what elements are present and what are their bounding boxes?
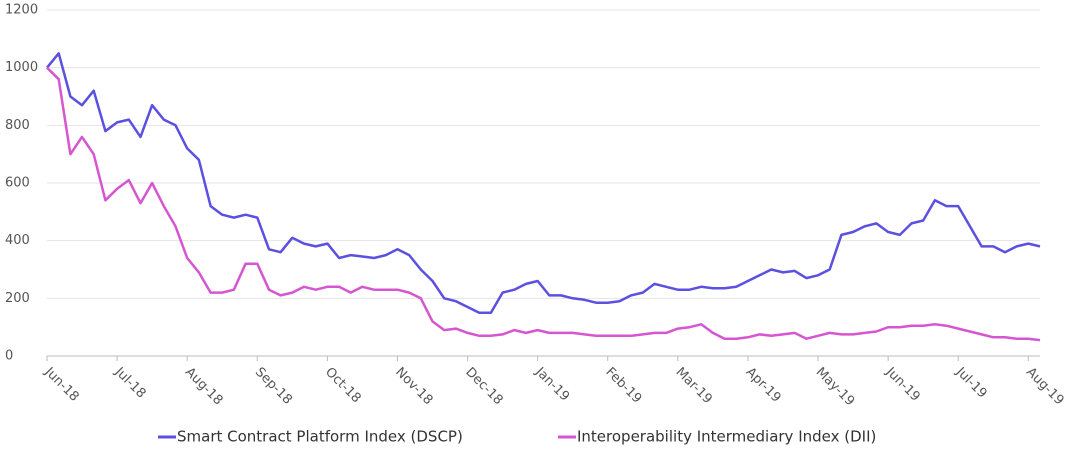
x-tick-label: Oct-18: [322, 365, 364, 407]
y-tick-label: 600: [5, 176, 30, 191]
series-line: [46, 66, 1041, 342]
y-tick-label: 0: [5, 349, 13, 364]
y-tick-label: 1000: [5, 60, 38, 75]
x-tick-label: Jul-19: [952, 364, 989, 401]
series-line: [46, 52, 1041, 315]
x-tick-label: Sep-18: [252, 365, 295, 408]
x-tick-label: Nov-18: [392, 365, 435, 408]
x-tick-label: Jan-19: [532, 364, 573, 405]
y-tick-label: 400: [5, 233, 30, 248]
y-tick-label: 1200: [5, 3, 38, 18]
x-tick-label: Aug-18: [182, 365, 226, 409]
x-tick-label: Jun-19: [882, 364, 923, 405]
x-tick-label: Jul-18: [111, 364, 148, 401]
legend-label: Interoperability Intermediary Index (DII…: [577, 428, 876, 446]
y-tick-label: 800: [5, 118, 30, 133]
x-tick-label: May-19: [813, 365, 857, 409]
x-tick-label: Dec-18: [462, 365, 505, 408]
y-tick-label: 200: [5, 291, 30, 306]
x-tick-label: Apr-19: [743, 365, 784, 406]
x-tick-label: Feb-19: [602, 365, 644, 407]
x-tick-label: Aug-19: [1023, 365, 1067, 409]
x-tick-label: Jun-18: [41, 364, 82, 405]
x-tick-label: Mar-19: [673, 365, 715, 407]
legend-label: Smart Contract Platform Index (DSCP): [177, 428, 463, 446]
